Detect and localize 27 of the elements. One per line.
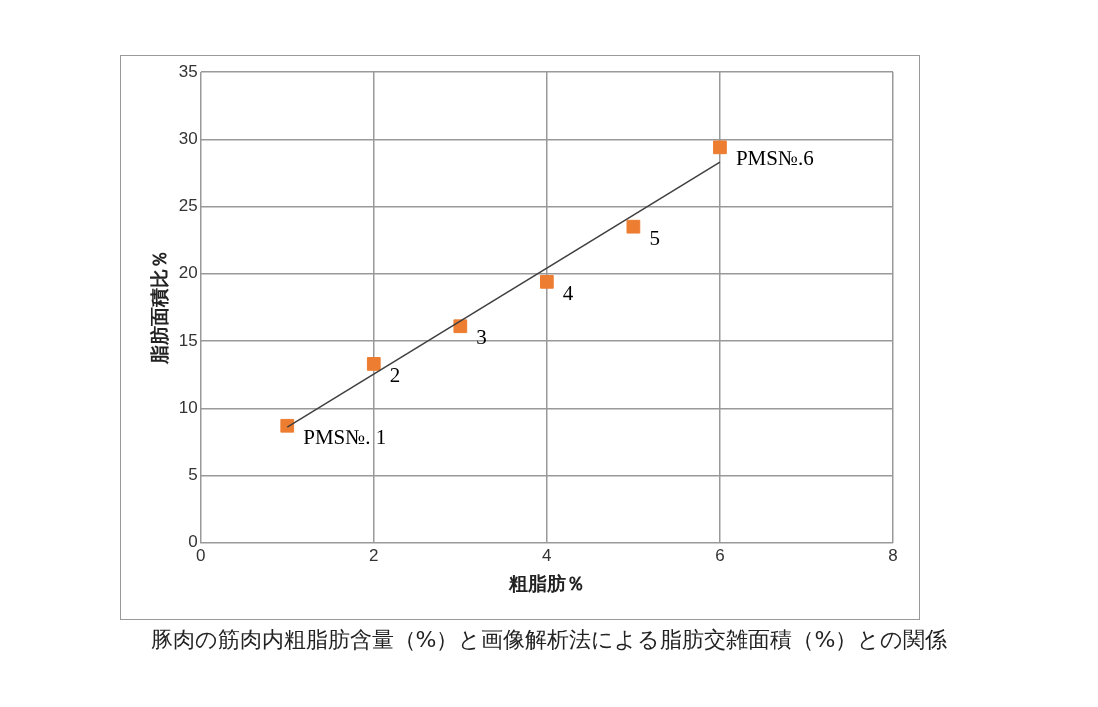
point — [366, 357, 381, 371]
point — [713, 140, 727, 155]
annotation: 3 — [476, 325, 487, 350]
y-tick-label: 10 — [178, 397, 198, 417]
y-tick-label: 25 — [178, 196, 198, 216]
annotation: 5 — [649, 225, 660, 250]
y-tick-label: 15 — [178, 330, 198, 350]
point — [626, 219, 641, 234]
y-tick-label: 0 — [188, 532, 198, 552]
annotation: PMS№. 1 — [303, 424, 387, 449]
y-tick-label: 30 — [178, 128, 198, 148]
point — [539, 274, 554, 289]
y-tick-label: 20 — [178, 263, 198, 283]
x-tick-label: 8 — [888, 545, 898, 565]
x-tick-label: 4 — [542, 545, 552, 565]
annotation: PMS№.6 — [735, 146, 814, 171]
annotation: 2 — [389, 362, 401, 387]
y-tick-label: 5 — [188, 465, 198, 485]
y-axis-title: 脂肪面積比％ — [148, 250, 170, 366]
y-tick-label: 35 — [178, 61, 198, 81]
point — [453, 319, 468, 334]
text: 豚肉の筋肉内粗脂肪含量（%）と画像解析法による脂肪交雑面積（%）との関係 — [149, 626, 949, 654]
x-tick-label: 6 — [715, 545, 725, 565]
point — [280, 418, 295, 433]
x-tick-label: 2 — [369, 545, 379, 565]
x-axis-title: 粗脂肪％ — [507, 572, 585, 594]
annotation: 4 — [562, 280, 574, 305]
